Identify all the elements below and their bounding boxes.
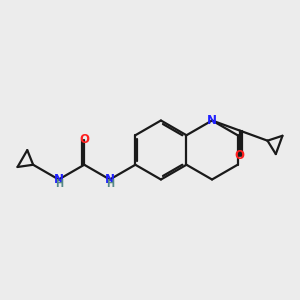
Text: O: O: [79, 133, 89, 146]
Text: N: N: [207, 114, 217, 127]
Text: N: N: [105, 173, 115, 186]
Text: H: H: [55, 179, 63, 189]
Text: N: N: [54, 173, 64, 186]
Text: H: H: [106, 179, 114, 189]
Text: O: O: [235, 149, 245, 162]
